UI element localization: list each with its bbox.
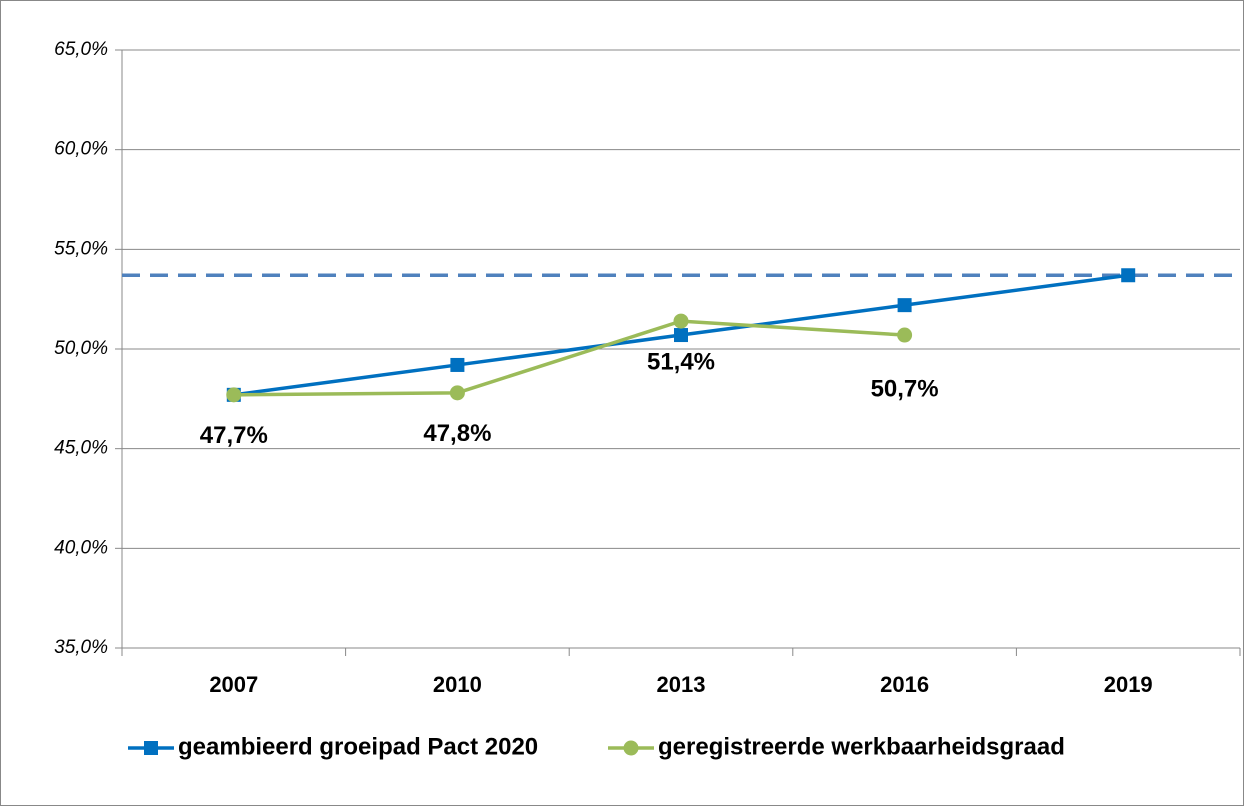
x-tick-label: 2019 <box>1104 672 1153 697</box>
data-label: 47,8% <box>423 420 491 447</box>
data-label: 51,4% <box>647 348 715 375</box>
legend-marker <box>144 741 158 755</box>
legend-label: geambieerd groeipad Pact 2020 <box>178 733 538 760</box>
x-tick-label: 2016 <box>880 672 929 697</box>
data-label: 47,7% <box>200 422 268 449</box>
data-label: 50,7% <box>871 375 939 402</box>
data-point <box>450 357 465 372</box>
x-tick-label: 2013 <box>657 672 706 697</box>
x-tick-label: 2010 <box>433 672 482 697</box>
y-tick-label: 55,0% <box>54 238 108 259</box>
data-point <box>1121 268 1136 283</box>
y-tick-label: 50,0% <box>54 338 108 359</box>
y-tick-label: 45,0% <box>54 438 108 459</box>
x-tick-label: 2007 <box>209 672 258 697</box>
data-point <box>226 387 242 403</box>
y-tick-label: 35,0% <box>54 637 108 658</box>
data-point <box>674 328 688 343</box>
data-point <box>449 385 465 401</box>
y-tick-label: 60,0% <box>54 139 108 160</box>
series-line <box>233 319 905 397</box>
legend-label: geregistreerde werkbaarheidsgraad <box>658 733 1065 760</box>
legend-marker <box>623 740 639 756</box>
y-tick-label: 65,0% <box>54 39 108 60</box>
y-tick-label: 40,0% <box>54 537 108 558</box>
data-point <box>897 327 913 343</box>
data-point <box>897 298 912 313</box>
data-point <box>673 313 689 329</box>
